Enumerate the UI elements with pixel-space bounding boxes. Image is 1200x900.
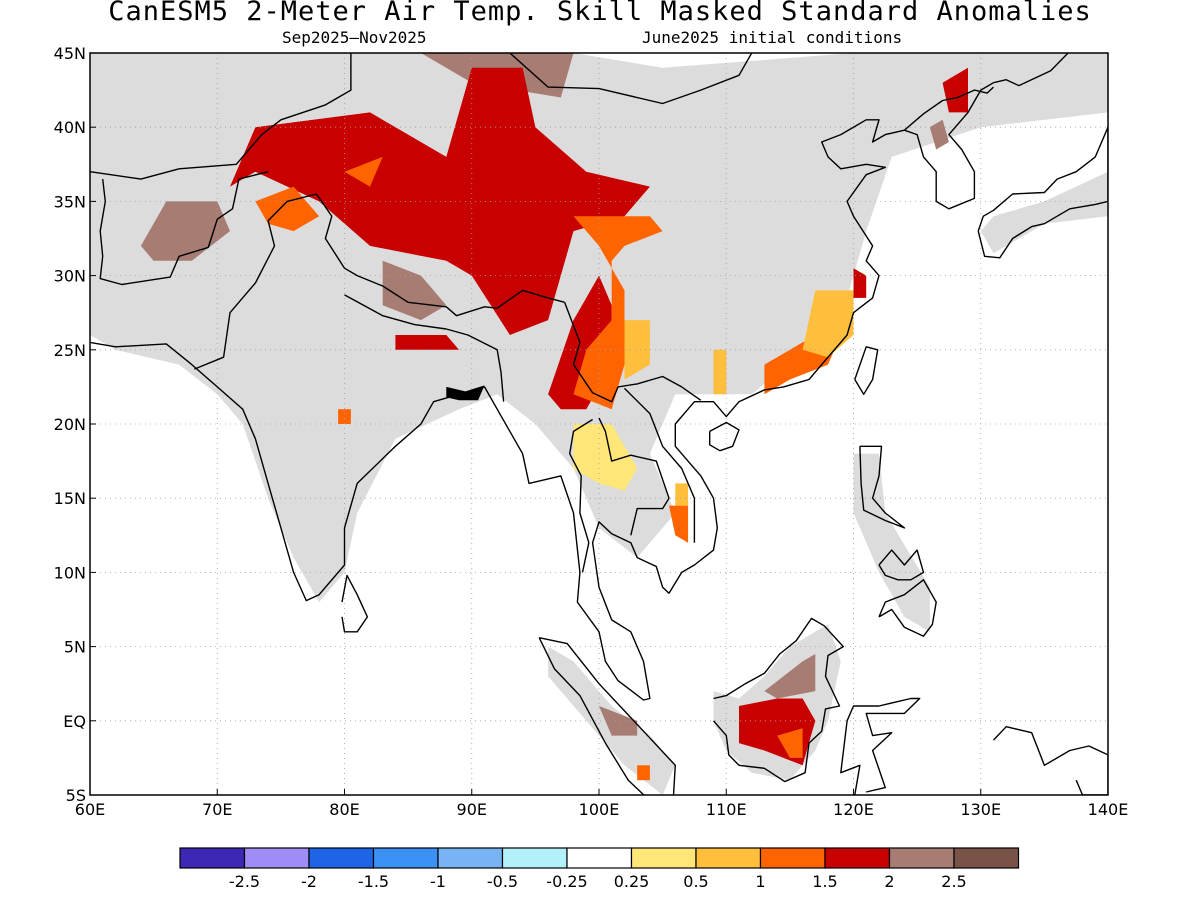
colorbar-label: 1 xyxy=(755,872,765,891)
anomaly-1-laos xyxy=(675,483,689,506)
colorbar-swatch xyxy=(179,847,246,869)
coast-mindanao xyxy=(878,579,937,637)
lat-tick-label: 30N xyxy=(54,267,86,286)
initial-conditions-subtitle: June2025 initial conditions xyxy=(642,28,903,47)
colorbar-swatch xyxy=(372,847,439,869)
coast-sri-lanka xyxy=(341,574,369,633)
coast-mainland xyxy=(90,53,1070,701)
anomaly-0.5-thailand xyxy=(573,424,638,491)
lat-tick-label: 5S xyxy=(66,786,86,805)
lon-tick-label: 110E xyxy=(706,800,747,819)
anomaly-2-tibet xyxy=(230,67,650,336)
border-myanmar-china xyxy=(563,302,702,403)
border-nepal-south xyxy=(344,294,447,330)
colorbar-label: 0.25 xyxy=(614,872,650,891)
coast-visayas xyxy=(878,549,925,581)
anomaly-2.5-korea xyxy=(929,119,949,150)
border-iran-afg xyxy=(99,171,269,286)
border-india-pakistan xyxy=(194,193,317,370)
lat-tick-label: 10N xyxy=(54,563,86,582)
lat-tick-label: 35N xyxy=(54,192,86,211)
border-myanmar-thai xyxy=(569,418,593,573)
colorbar-swatch xyxy=(953,847,1020,869)
season-subtitle: Sep2025–Nov2025 xyxy=(282,28,427,47)
colorbar-label: -0.5 xyxy=(487,872,518,891)
coast-borneo xyxy=(712,617,844,783)
lon-tick-label: 60E xyxy=(75,800,105,819)
colorbar-label: -0.25 xyxy=(546,872,587,891)
coast-luzon xyxy=(859,445,906,529)
coast-taiwan xyxy=(854,346,879,395)
colorbar-label: -1 xyxy=(430,872,446,891)
lon-tick-label: 140E xyxy=(1088,800,1129,819)
colorbar-swatch xyxy=(566,847,633,869)
lon-tick-label: 80E xyxy=(329,800,359,819)
colorbar-swatch xyxy=(501,847,568,869)
colorbar-swatch xyxy=(888,847,955,869)
colorbar-swatch xyxy=(824,847,891,869)
anomaly-2.5-borneo-north xyxy=(764,654,816,699)
border-central-asia xyxy=(90,53,352,180)
anomaly-1.5-sumatra-south xyxy=(637,765,650,781)
lon-tick-label: 70E xyxy=(202,800,232,819)
anomaly-1-yunnan-south xyxy=(624,320,650,380)
lon-tick-label: 90E xyxy=(457,800,487,819)
colorbar-label: -2.5 xyxy=(229,872,260,891)
lat-tick-label: 45N xyxy=(54,44,86,63)
border-vietnam-laos xyxy=(624,387,696,543)
coast-hainan xyxy=(709,421,740,452)
colorbar-swatch xyxy=(695,847,762,869)
anomaly-2-manchuria xyxy=(942,67,968,113)
anomaly-1.5-tarim xyxy=(344,156,383,187)
border-china-korea xyxy=(903,86,994,131)
anomaly-2.5-sumatra xyxy=(599,706,638,736)
colorbar-swatch xyxy=(630,847,697,869)
lon-tick-label: 100E xyxy=(579,800,620,819)
anomaly-2-bangladesh xyxy=(395,335,459,350)
border-thai-laos xyxy=(598,417,670,536)
coast-sulawesi xyxy=(840,697,921,795)
anomaly-2.5-afghanistan xyxy=(140,201,230,261)
graticule xyxy=(90,53,1108,795)
lat-tick-label: 25N xyxy=(54,341,86,360)
anomaly-1-fujian xyxy=(802,290,854,358)
colorbar-swatch xyxy=(759,847,826,869)
colorbar-label: 0.5 xyxy=(683,872,708,891)
land-masked-japan xyxy=(980,171,1108,254)
border-bangladesh xyxy=(446,328,505,402)
colorbar-label: 1.5 xyxy=(812,872,837,891)
anomaly-1.5-borneo-south xyxy=(777,728,803,758)
coastlines xyxy=(90,53,1108,795)
coast-kyushu-honshu xyxy=(977,126,1108,259)
anomaly-1-guangxi xyxy=(713,349,727,395)
colorbar-swatch xyxy=(308,847,375,869)
lat-tick-label: 40N xyxy=(54,118,86,137)
anomaly-1.5-india-dot xyxy=(338,409,351,424)
colorbar-swatch xyxy=(243,847,310,869)
coast-new-guinea xyxy=(992,726,1108,795)
colorbar: -2.5 -2 -1.5 -1 -0.5 -0.25 0.25 0.5 1 1.5 2 2.5 xyxy=(179,847,1020,891)
colorbar-label: -1.5 xyxy=(358,872,389,891)
lon-tick-label: 120E xyxy=(833,800,874,819)
anomaly-2-east-china xyxy=(853,268,867,298)
colorbar-label: 2.5 xyxy=(941,872,966,891)
lat-tick-label: EQ xyxy=(63,712,86,731)
lat-tick-label: 15N xyxy=(54,489,86,508)
lat-tick-label: 20N xyxy=(54,415,86,434)
border-mongolia xyxy=(506,53,756,105)
anomaly-1.5-sichuan xyxy=(573,216,663,410)
anomaly-1.5-cambodia xyxy=(669,505,689,543)
border-himalaya xyxy=(315,193,565,317)
coast-sumatra xyxy=(538,637,676,795)
lat-tick-label: 5N xyxy=(64,638,86,657)
chart-title: CanESM5 2-Meter Air Temp. Skill Masked S… xyxy=(108,0,1092,27)
colorbar-label: 2 xyxy=(884,872,894,891)
colorbar-swatch xyxy=(437,847,504,869)
ganges-delta xyxy=(446,385,485,401)
colorbar-label: -2 xyxy=(301,872,317,891)
longitude-axis: 60E 70E 80E 90E 100E 110E 120E 130E 140E xyxy=(75,789,1129,819)
latitude-axis: 45N 40N 35N 30N 25N 20N 15N 10N 5N EQ 5S xyxy=(54,44,96,805)
lon-tick-label: 130E xyxy=(960,800,1001,819)
